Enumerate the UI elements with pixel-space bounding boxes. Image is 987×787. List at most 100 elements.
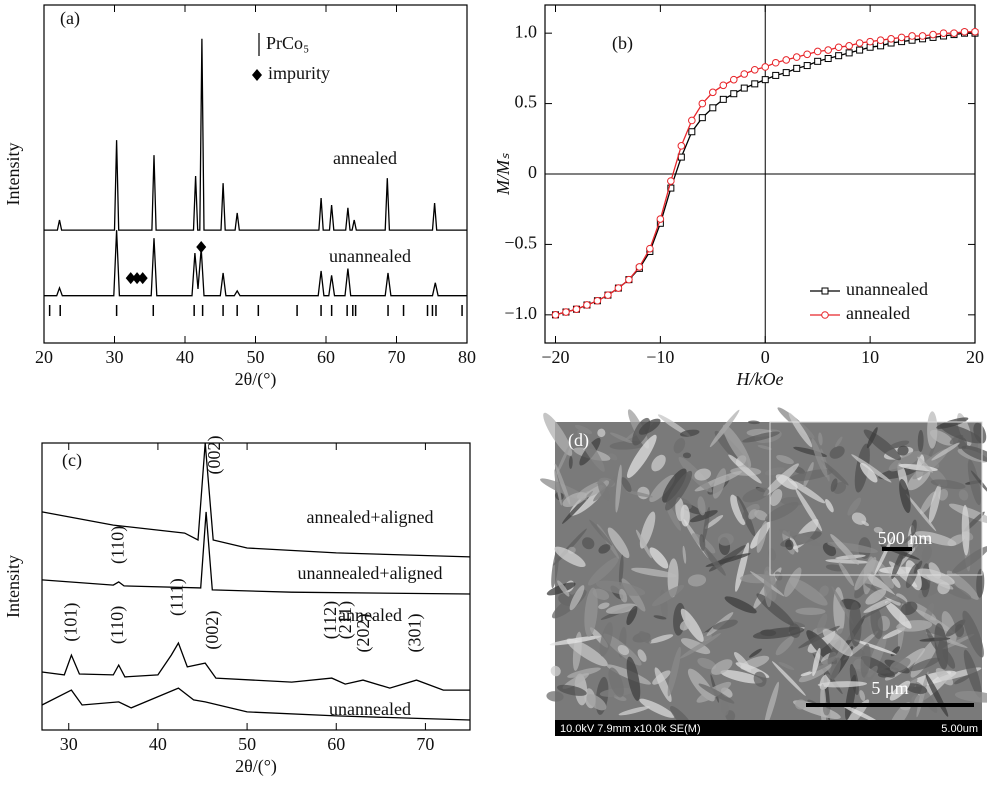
point-marker [626, 276, 633, 283]
point-marker [689, 117, 696, 124]
panel-label: (b) [612, 33, 633, 54]
point-marker [930, 31, 937, 38]
x-tick-label: −20 [541, 347, 569, 367]
x-tick-label: −10 [646, 347, 674, 367]
point-marker [636, 264, 643, 271]
point-marker [972, 28, 979, 35]
legend-label: annealed [846, 303, 910, 323]
peak-label: (111) [167, 578, 188, 616]
point-marker [857, 47, 863, 53]
point-marker [888, 36, 895, 43]
point-marker [689, 129, 695, 135]
x-tick-label: 0 [761, 347, 770, 367]
legend-label: PrCo₅ [266, 33, 309, 53]
point-marker [699, 100, 706, 107]
panel-label: (c) [62, 450, 82, 471]
plot-frame [44, 5, 467, 343]
point-marker [898, 34, 905, 41]
point-marker [772, 59, 779, 66]
x-tick-label: 10 [861, 347, 879, 367]
sem-footer: 10.0kV 7.9mm x10.0k SE(M) [560, 723, 701, 735]
point-marker [846, 50, 852, 56]
sem-flake [597, 429, 605, 437]
point-marker [584, 302, 591, 309]
point-marker [961, 28, 968, 35]
panel-label: (a) [60, 8, 80, 29]
point-marker [835, 44, 842, 51]
sem-panel: (d) 500 nm 5 μm 10.0kV 7.9mm x10.0k SE(M… [538, 405, 987, 736]
point-marker [605, 292, 612, 299]
point-marker [731, 91, 737, 97]
point-marker [751, 66, 758, 73]
peak-label: (202) [353, 613, 374, 652]
point-marker [762, 64, 769, 71]
point-marker [615, 285, 622, 292]
point-marker [825, 56, 831, 62]
point-marker [815, 58, 821, 64]
point-marker [563, 309, 570, 316]
point-marker [867, 38, 874, 45]
y-tick-label: 0.5 [515, 92, 538, 112]
point-marker [699, 115, 705, 121]
point-marker [793, 54, 800, 61]
legend-marker [822, 288, 828, 294]
point-marker [877, 37, 884, 44]
x-tick-label: 70 [388, 347, 406, 367]
point-marker [919, 33, 926, 40]
point-marker [836, 53, 842, 59]
point-marker [909, 33, 916, 40]
point-marker [951, 30, 958, 37]
series-label: annealed+aligned [306, 507, 433, 527]
point-marker [741, 85, 747, 91]
x-tick-label: 50 [247, 347, 265, 367]
point-marker [720, 96, 726, 102]
point-marker [678, 143, 685, 150]
point-marker [814, 48, 821, 55]
point-marker [752, 81, 758, 87]
point-marker [730, 76, 737, 83]
peak-label: (110) [107, 606, 128, 644]
peak-label: (110) [108, 526, 129, 564]
point-marker [794, 65, 800, 71]
series-label: unannealed [329, 246, 411, 266]
scale-bar [806, 703, 974, 707]
point-marker [741, 71, 748, 78]
legend-marker [252, 69, 262, 81]
x-tick-label: 60 [317, 347, 335, 367]
point-marker [825, 47, 832, 54]
x-tick-label: 80 [458, 347, 476, 367]
series-label: unannealed+aligned [297, 563, 442, 583]
peak-label: (301) [405, 613, 426, 652]
x-tick-label: 20 [35, 347, 53, 367]
point-marker [647, 245, 654, 252]
point-marker [804, 51, 811, 58]
point-marker [856, 40, 863, 47]
y-axis-label: Intensity [3, 143, 23, 206]
point-marker [720, 82, 727, 89]
figure: (d) 500 nm 5 μm 10.0kV 7.9mm x10.0k SE(M… [0, 0, 987, 787]
series-line [44, 39, 467, 230]
series-label: unannealed [329, 699, 411, 719]
inset-scale-label: 500 nm [878, 528, 933, 548]
y-axis-label: M/Mₛ [493, 153, 513, 196]
point-marker [573, 306, 580, 313]
legend-marker [822, 312, 829, 319]
point-marker [783, 70, 789, 76]
impurity-marker [138, 272, 148, 284]
y-axis-label: Intensity [3, 555, 23, 618]
point-marker [657, 216, 664, 223]
point-marker [940, 30, 947, 37]
y-tick-label: 1.0 [515, 21, 538, 41]
series-line [42, 443, 470, 557]
legend-label: impurity [268, 63, 330, 83]
x-axis-label: 2θ/(°) [235, 756, 277, 777]
point-marker [773, 72, 779, 78]
y-tick-label: −1.0 [504, 303, 537, 323]
point-marker [594, 297, 601, 304]
point-marker [668, 178, 675, 185]
point-marker [804, 63, 810, 69]
x-tick-label: 50 [238, 734, 256, 754]
sem-footer-scale: 5.00um [941, 723, 978, 735]
scale-label: 5 μm [871, 678, 908, 698]
point-marker [846, 43, 853, 50]
